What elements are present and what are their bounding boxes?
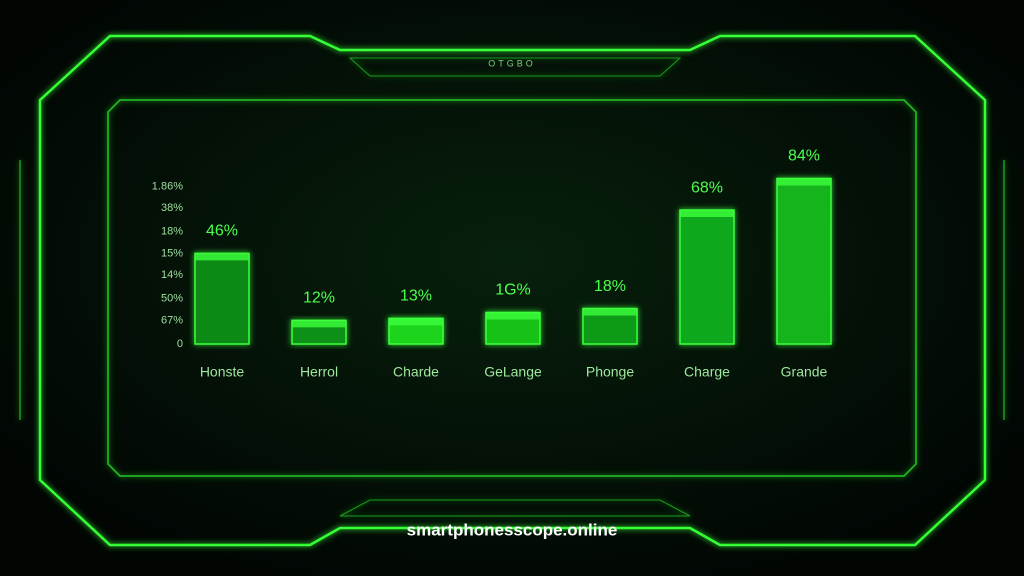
value-label: 68%: [691, 179, 723, 196]
bar-cap: [777, 178, 831, 186]
bar: [194, 252, 250, 345]
bar-cap: [292, 320, 346, 328]
value-label: 1G%: [495, 282, 531, 299]
value-label: 84%: [788, 148, 820, 165]
value-label: 18%: [594, 278, 626, 295]
footer-plate: [339, 499, 691, 517]
bar-cap: [486, 312, 540, 320]
bar-cap: [389, 318, 443, 326]
y-tick-label: 38%: [161, 202, 183, 214]
bar: [776, 177, 832, 345]
watermark: smartphonesscope.online: [407, 520, 618, 539]
y-tick-label: 15%: [161, 247, 183, 259]
inner-frame: [107, 99, 917, 477]
x-tick-label: Grande: [781, 364, 828, 380]
value-label: 13%: [400, 288, 432, 305]
plot: 0 67% 50% 14% 15% 18% 38% 1.86% Honste 46% Herrol 1…: [152, 148, 832, 380]
y-tick-label: 50%: [161, 293, 183, 305]
header-plate: [348, 57, 682, 77]
x-tick-label: Charge: [684, 364, 730, 380]
value-label: 12%: [303, 290, 335, 307]
x-tick-label: Herrol: [300, 364, 338, 380]
y-tick-label: 14%: [161, 269, 183, 281]
bar: [679, 209, 735, 345]
y-tick-label: 18%: [161, 226, 183, 238]
y-tick-label: 67%: [161, 314, 183, 326]
bar-cap: [195, 253, 249, 261]
x-tick-label: GeLange: [484, 364, 542, 380]
frame: [19, 34, 1005, 547]
value-label: 46%: [206, 223, 238, 240]
x-tick-label: Charde: [393, 364, 439, 380]
outer-frame: [38, 34, 987, 547]
bar-cap: [680, 210, 734, 218]
x-tick-label: Honste: [200, 364, 245, 380]
y-tick-label: 1.86%: [152, 180, 183, 192]
x-tick-label: Phonge: [586, 364, 634, 380]
header-text: OTGBO: [488, 58, 536, 68]
side-rails: [19, 160, 1005, 420]
y-tick-label: 0: [177, 338, 183, 350]
bar-cap: [583, 308, 637, 316]
